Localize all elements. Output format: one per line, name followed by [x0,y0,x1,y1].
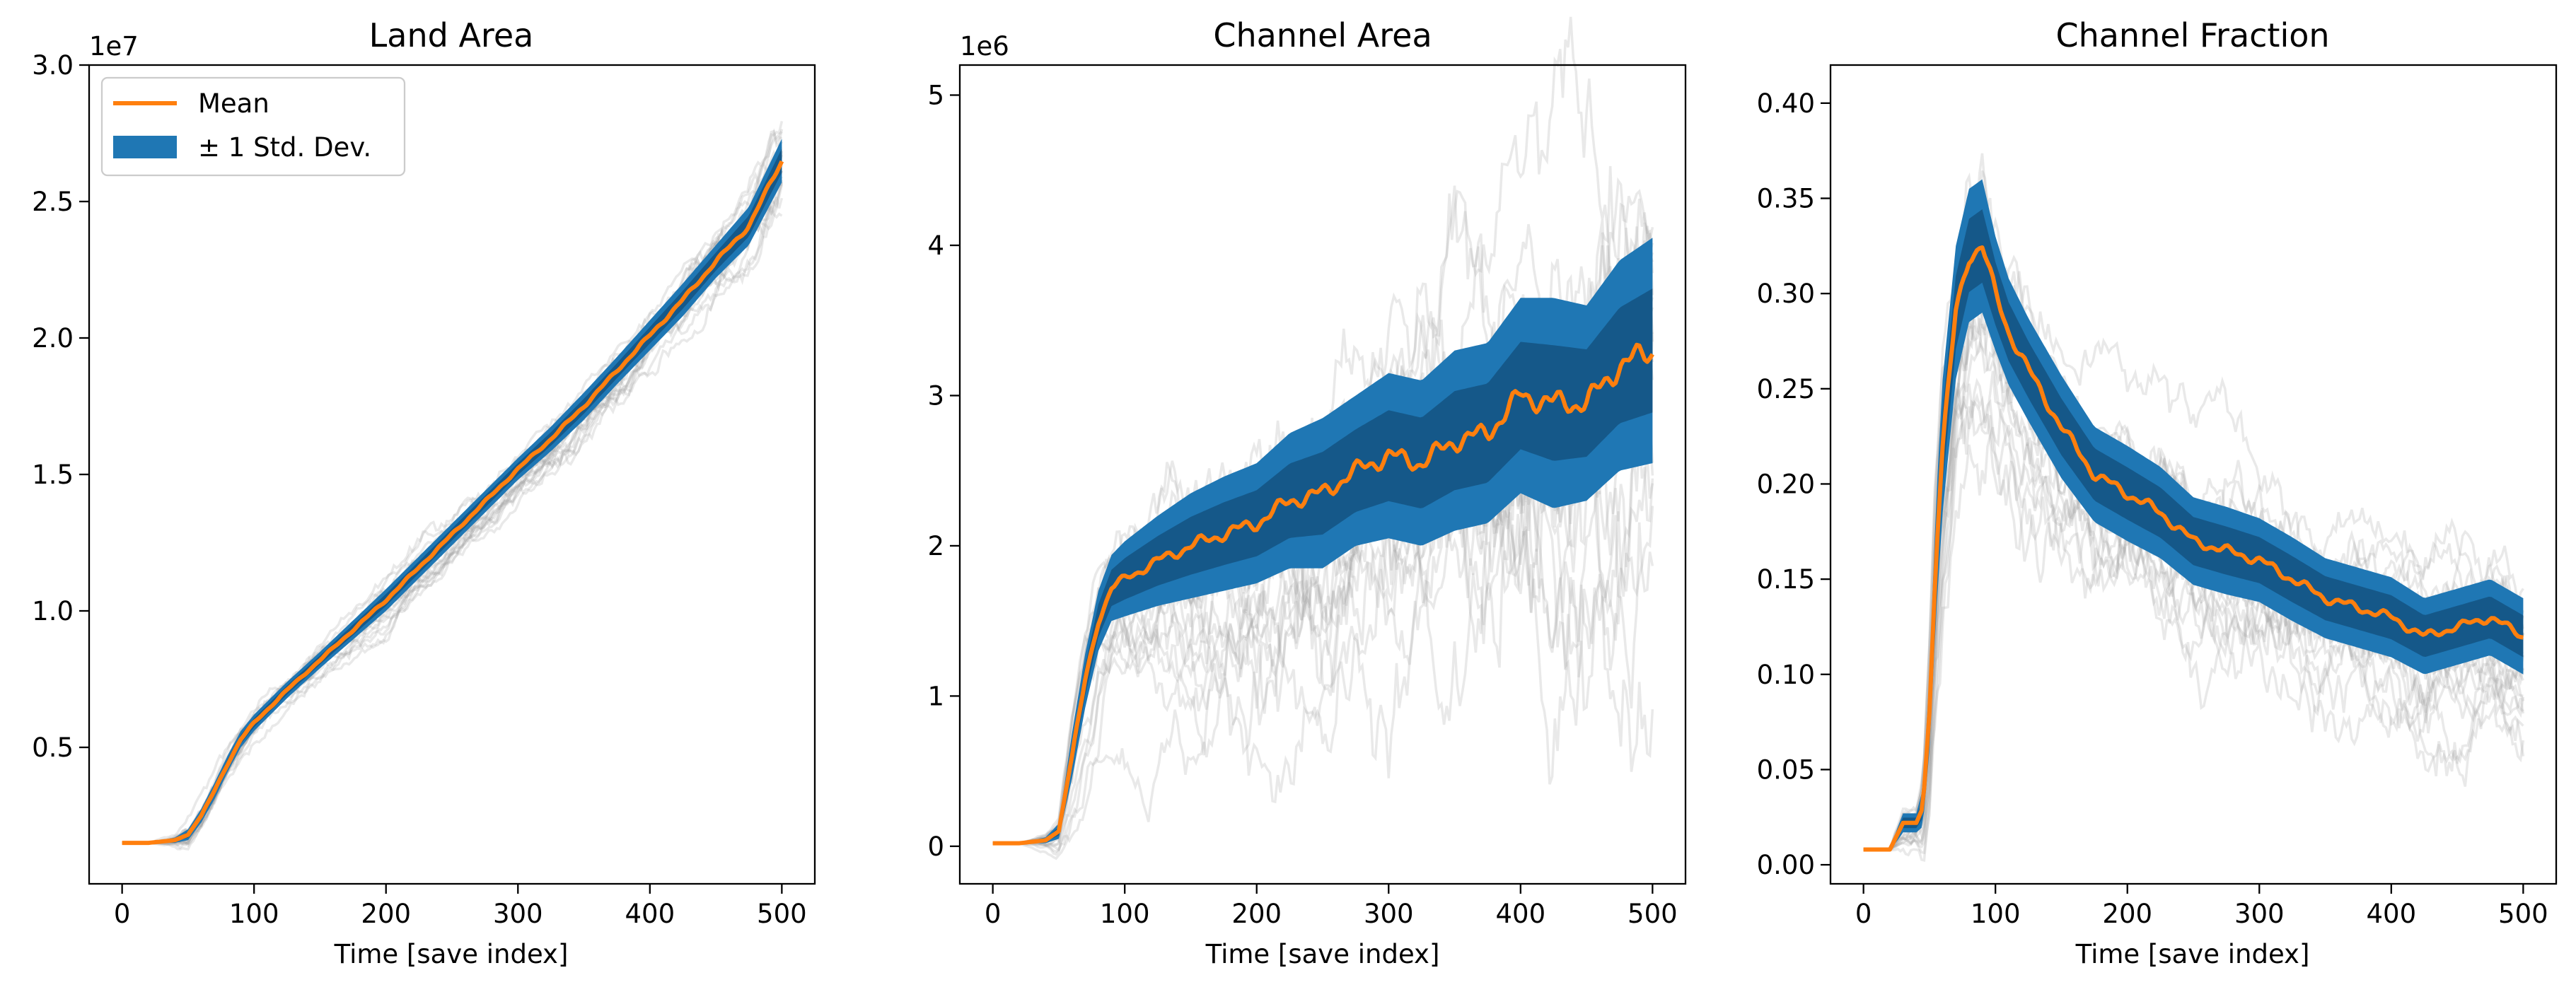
x-axis-label: Time [save index] [2075,939,2310,969]
y-tick-label: 2.5 [32,187,74,217]
mean-line [122,160,784,846]
y-tick-label: 0.30 [1757,279,1815,309]
mean-line [1863,245,2524,852]
x-tick-label: 400 [2367,899,2417,929]
y-tick-label: 0.5 [32,733,74,763]
x-tick-label: 500 [757,899,807,929]
std-dev-band-core [992,288,1653,844]
legend-box [100,76,406,177]
y-tick-label: 0.20 [1757,469,1815,499]
y-tick-label: 0.25 [1757,374,1815,404]
x-tick-label: 400 [1496,899,1546,929]
ensemble-run-line [1863,383,2525,863]
y-tick-label: 0.10 [1757,660,1815,690]
ensemble-run-line [992,16,1654,853]
axis-ticks: 0 100 200 300 400 500 0.5 1.0 1.5 2.0 2.5 3.0 [32,50,807,929]
y-tick-label: 0 [927,831,944,862]
legend: Mean ± 1 Std. Dev. [100,76,406,177]
legend-band-label: ± 1 Std. Dev. [198,132,371,163]
x-tick-label: 300 [2234,899,2285,929]
x-tick-label: 200 [2102,899,2152,929]
x-tick-label: 100 [1971,899,2021,929]
ensemble-run-line [992,291,1654,856]
panel-channel-fraction: Channel Fraction 0 100 200 300 400 500 0.00 0.0… [1757,16,2558,969]
y-tick-label: 0.35 [1757,184,1815,214]
x-tick-label: 200 [361,899,411,929]
ensemble-run-line [1863,392,2524,855]
legend-mean-label: Mean [198,88,269,119]
x-tick-label: 200 [1231,899,1282,929]
y-tick-label: 0.15 [1757,564,1815,595]
y-tick-label: 5 [927,80,944,110]
y-tick-label: 0.40 [1757,88,1815,119]
y-tick-label: 0.05 [1757,754,1815,785]
mean-line [992,342,1654,846]
panel-channel-area: Channel Area 1e6 0 100 200 300 400 500012345 … [927,16,1687,969]
plot-area [122,121,784,851]
panel-title: Land Area [369,16,534,54]
ensemble-run-line [1863,370,2525,851]
y-tick-label: 1 [927,681,944,711]
y-tick-label: 1.0 [32,596,74,626]
x-tick-label: 100 [229,899,279,929]
axes-frame [1829,64,2558,885]
panel-title: Channel Area [1213,16,1432,54]
x-tick-label: 0 [1855,899,1872,929]
axes-frame [958,64,1687,885]
y-offset-label: 1e6 [960,31,1009,62]
x-axis-label: Time [save index] [334,939,569,969]
ensemble-run-line [992,365,1654,845]
x-tick-label: 0 [114,899,131,929]
y-tick-label: 3.0 [32,50,74,81]
y-tick-label: 4 [927,231,944,261]
ensemble-run-line [1863,310,2525,851]
x-tick-label: 500 [1628,899,1678,929]
y-tick-label: 1.5 [32,460,74,490]
y-tick-label: 2.0 [32,323,74,354]
y-offset-label: 1e7 [89,31,139,62]
y-tick-label: 0.00 [1757,850,1815,880]
plot-area [992,16,1654,860]
y-tick-label: 2 [927,531,944,561]
x-tick-label: 500 [2498,899,2548,929]
x-tick-label: 400 [625,899,675,929]
legend-band-swatch [113,136,177,158]
panel-land-area: Land Area 1e7 0 100 200 300 400 500 0.5 1.0 1.5 2… [32,16,816,969]
x-axis-label: Time [save index] [1205,939,1440,969]
y-tick-label: 3 [927,380,944,411]
x-tick-label: 0 [985,899,1002,929]
panel-title: Channel Fraction [2055,16,2329,54]
plot-area [1863,153,2525,863]
x-tick-label: 300 [493,899,543,929]
ensemble-run-line [122,175,783,844]
x-tick-label: 100 [1100,899,1150,929]
x-tick-label: 300 [1364,899,1414,929]
axis-ticks: 0 100 200 300 400 500 0 1 2 3 4 5 [927,80,1677,929]
axis-ticks: 0 100 200 300 400 500 0.00 0.05 0.10 0.15 0.20 0.25… [1757,88,2548,929]
